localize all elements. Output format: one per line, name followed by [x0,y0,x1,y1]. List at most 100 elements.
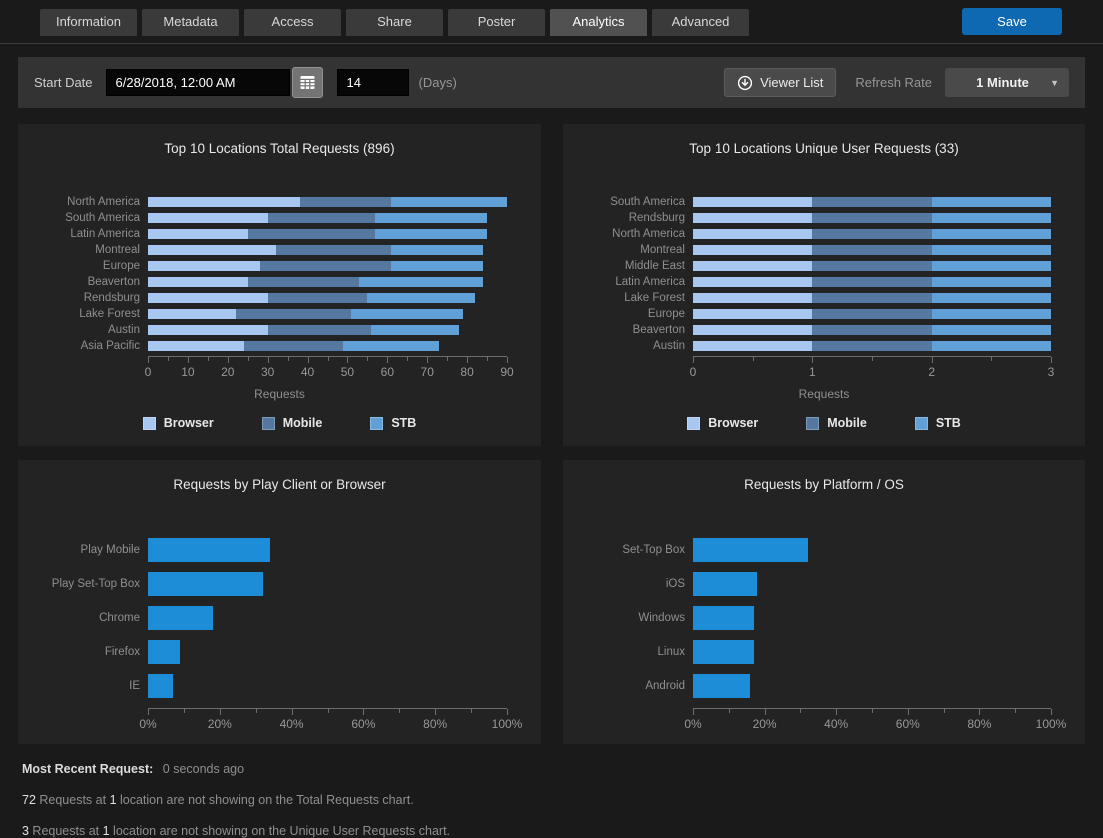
bar-segment-browser[interactable] [148,228,248,240]
bar-segment-browser[interactable] [693,196,813,208]
bar[interactable] [148,640,181,664]
bar-segment-mobile[interactable] [812,276,932,288]
tab-information[interactable]: Information [40,9,137,36]
bar-segment-browser[interactable] [148,292,268,304]
bar-segment-stb[interactable] [931,308,1051,320]
bar-segment-mobile[interactable] [247,228,376,240]
axis-tick-label: 10 [181,365,195,379]
category-label: Linux [657,646,686,658]
bar-segment-mobile[interactable] [235,308,352,320]
bar-segment-stb[interactable] [343,340,440,352]
bar-segment-browser[interactable] [693,292,813,304]
bar[interactable] [148,572,263,596]
bar-segment-browser[interactable] [148,196,300,208]
bar-segment-mobile[interactable] [812,228,932,240]
bar-segment-stb[interactable] [931,276,1051,288]
bar-segment-browser[interactable] [693,340,813,352]
bar[interactable] [693,572,758,596]
category-label: Europe [647,308,685,320]
bar-segment-browser[interactable] [148,340,244,352]
bar-segment-mobile[interactable] [812,196,932,208]
bar-segment-browser[interactable] [693,228,813,240]
chart-row: iOS [563,572,1085,596]
bar-segment-browser[interactable] [693,324,813,336]
bar-segment-stb[interactable] [391,196,507,208]
bar[interactable] [693,674,751,698]
tab-poster[interactable]: Poster [448,9,545,36]
axis-tick-label: 100% [491,717,523,731]
bar-segment-stb[interactable] [367,292,476,304]
bar-segment-stb[interactable] [931,260,1051,272]
tab-access[interactable]: Access [244,9,341,36]
bar-track [693,308,1051,320]
bar-track [693,228,1051,240]
bar-segment-stb[interactable] [931,212,1051,224]
legend-label: STB [935,416,961,430]
tab-share[interactable]: Share [346,9,443,36]
calendar-button[interactable] [291,67,323,98]
bar-segment-stb[interactable] [931,324,1051,336]
bar-segment-mobile[interactable] [299,196,392,208]
bar-segment-browser[interactable] [693,260,813,272]
category-label: Lake Forest [79,308,140,320]
bar-segment-stb[interactable] [391,244,484,256]
bar-segment-mobile[interactable] [267,324,372,336]
bar[interactable] [148,606,213,630]
bar-segment-mobile[interactable] [812,324,932,336]
bar-segment-browser[interactable] [693,212,813,224]
category-label: Latin America [70,228,140,240]
bar-segment-browser[interactable] [693,244,813,256]
axis-tick-label: 0 [689,365,697,379]
bar-segment-browser[interactable] [148,244,276,256]
bar-segment-mobile[interactable] [267,292,368,304]
bar-segment-mobile[interactable] [812,340,932,352]
bar-segment-stb[interactable] [931,292,1051,304]
bar-segment-browser[interactable] [148,324,268,336]
bar[interactable] [693,606,754,630]
bar-segment-browser[interactable] [148,260,260,272]
bar-segment-stb[interactable] [359,276,484,288]
most-recent-request-value: 0 seconds ago [162,762,245,776]
bar[interactable] [693,640,754,664]
bar-segment-stb[interactable] [931,196,1051,208]
bar-segment-mobile[interactable] [812,292,932,304]
axis-minor-tick [872,357,873,361]
bar-segment-stb[interactable] [375,228,488,240]
bar-segment-browser[interactable] [148,308,236,320]
bar-segment-mobile[interactable] [243,340,344,352]
bar-segment-browser[interactable] [693,308,813,320]
viewer-list-button[interactable]: Viewer List [724,68,837,97]
bar-segment-browser[interactable] [693,276,813,288]
bar-segment-browser[interactable] [148,276,248,288]
bar-segment-mobile[interactable] [812,212,932,224]
bar[interactable] [693,538,808,562]
bar-segment-stb[interactable] [931,228,1051,240]
bar-segment-mobile[interactable] [247,276,360,288]
chart-panel-2: Requests by Play Client or Browser Play M… [18,460,541,744]
bar-segment-stb[interactable] [931,244,1051,256]
bar[interactable] [148,674,174,698]
bar-segment-stb[interactable] [351,308,464,320]
bar-segment-browser[interactable] [148,212,268,224]
note-text: location are not showing on the Unique U… [109,824,451,838]
tab-analytics[interactable]: Analytics [550,9,647,36]
tab-metadata[interactable]: Metadata [142,9,239,36]
chart-row: North America [563,228,1085,240]
bar-segment-mobile[interactable] [812,260,932,272]
bar-segment-stb[interactable] [931,340,1051,352]
bar-segment-mobile[interactable] [267,212,376,224]
bar-segment-stb[interactable] [375,212,488,224]
days-input[interactable] [336,69,409,96]
bar-segment-mobile[interactable] [812,244,932,256]
bar-segment-stb[interactable] [391,260,484,272]
bar-segment-mobile[interactable] [275,244,392,256]
bar[interactable] [148,538,271,562]
save-button[interactable]: Save [962,8,1062,35]
bar-segment-mobile[interactable] [259,260,392,272]
bar-segment-stb[interactable] [371,324,460,336]
bar-segment-mobile[interactable] [812,308,932,320]
refresh-rate-dropdown[interactable]: 1 Minute ▼ [945,68,1069,97]
tab-advanced[interactable]: Advanced [652,9,749,36]
axis-tick [307,357,309,363]
start-date-input[interactable] [105,69,290,96]
